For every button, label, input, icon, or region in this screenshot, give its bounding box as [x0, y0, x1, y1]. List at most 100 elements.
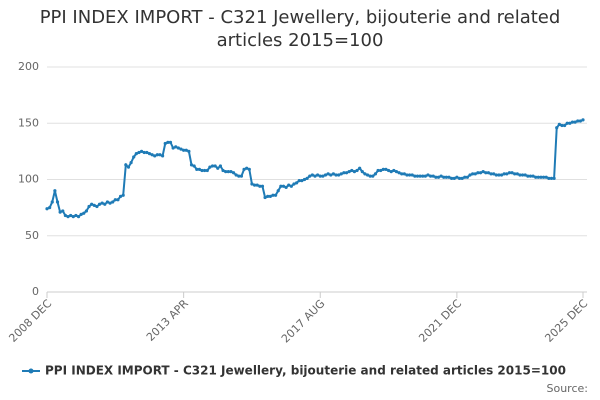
point [455, 175, 459, 179]
chart-title: PPI INDEX IMPORT - C321 Jewellery, bijou… [39, 7, 561, 51]
point [400, 172, 404, 176]
point [208, 165, 212, 169]
point [266, 194, 270, 198]
point [410, 173, 414, 177]
point [339, 172, 343, 176]
legend-label: PPI INDEX IMPORT - C321 Jewellery, bijou… [45, 364, 566, 378]
point [55, 200, 60, 204]
point [436, 175, 441, 179]
point [368, 174, 372, 178]
point [384, 167, 388, 171]
point [423, 174, 427, 178]
point [573, 120, 577, 124]
x-tick-label: 2008 DEC [6, 297, 54, 345]
point [413, 174, 417, 178]
point [182, 148, 186, 152]
point [316, 173, 320, 177]
point [531, 174, 535, 178]
x-tick-label: 2025 DEC [542, 297, 590, 345]
point [121, 193, 125, 197]
point [481, 170, 485, 174]
point [565, 121, 569, 125]
point [231, 171, 236, 175]
point [297, 179, 301, 183]
point [263, 195, 267, 200]
point [486, 171, 491, 175]
point [381, 167, 385, 171]
point [528, 174, 533, 178]
point [305, 176, 309, 180]
point [273, 193, 278, 197]
point [402, 172, 406, 176]
point [460, 176, 464, 180]
point [82, 211, 86, 215]
point [279, 184, 283, 188]
point [87, 204, 91, 209]
point [326, 172, 330, 176]
point [205, 168, 209, 173]
point [66, 215, 70, 219]
point [541, 175, 546, 179]
point [557, 122, 561, 126]
point [187, 149, 191, 153]
point [53, 189, 57, 193]
point [450, 176, 454, 180]
point [239, 174, 244, 178]
point [237, 174, 241, 178]
point [118, 194, 123, 198]
x-tick-label: 2013 APR [144, 297, 191, 344]
point [116, 198, 120, 202]
point [568, 121, 572, 125]
point [505, 172, 509, 176]
point [150, 153, 154, 157]
point [447, 175, 451, 179]
point [168, 140, 173, 144]
point [92, 203, 96, 207]
point [499, 173, 504, 177]
point [252, 183, 257, 187]
y-tick-label: 200 [18, 60, 39, 73]
point [63, 213, 67, 218]
point [526, 174, 530, 178]
point [539, 175, 543, 179]
point [342, 171, 346, 175]
point [457, 176, 462, 180]
point [510, 171, 514, 175]
point [555, 126, 559, 130]
point [518, 173, 522, 177]
point [84, 209, 89, 213]
point [484, 171, 488, 175]
point [147, 152, 152, 156]
point [195, 167, 199, 171]
point [502, 172, 506, 176]
point [552, 176, 556, 180]
point [492, 172, 496, 176]
x-tick-label: 2017 AUG [279, 297, 328, 346]
point [308, 174, 312, 178]
point [429, 174, 433, 178]
point [581, 118, 585, 122]
point [166, 140, 170, 144]
point [153, 154, 157, 158]
point [213, 164, 217, 168]
point [389, 170, 393, 174]
point [103, 202, 107, 206]
point [310, 173, 314, 177]
point [321, 174, 325, 178]
point [392, 168, 396, 173]
point [452, 176, 456, 180]
point [563, 123, 567, 128]
point [242, 167, 246, 171]
point [171, 146, 175, 150]
point [334, 173, 338, 177]
point [418, 174, 422, 178]
point [276, 189, 280, 193]
point [337, 173, 341, 177]
point [284, 185, 288, 189]
point [497, 173, 501, 177]
point [142, 150, 146, 155]
point [373, 172, 378, 176]
point [468, 173, 472, 177]
point [139, 149, 144, 153]
